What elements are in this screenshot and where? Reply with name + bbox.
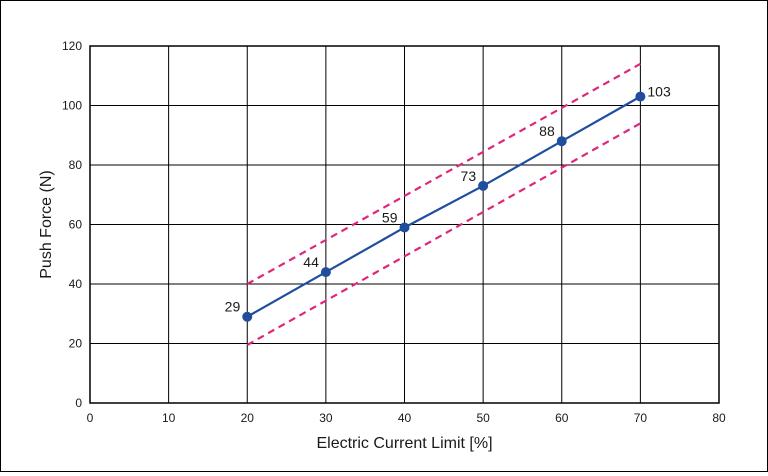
tolerance-lines: [246, 62, 641, 346]
y-axis-title: Push Force (N): [38, 170, 55, 278]
tolerance-line-upper: [246, 62, 641, 285]
tick-labels: 0 10 20 30 40 50 60 70 80 0 20 40 60 80 100 120: [62, 39, 726, 425]
x-tick-label: 60: [555, 411, 569, 425]
x-tick-label: 70: [634, 411, 648, 425]
x-tick-label: 50: [476, 411, 490, 425]
y-tick-label: 120: [62, 39, 82, 53]
y-tick-label: 20: [69, 337, 83, 351]
x-tick-label: 30: [319, 411, 333, 425]
y-tick-label: 80: [69, 158, 83, 172]
x-tick-label: 0: [87, 411, 94, 425]
series-line: [246, 95, 641, 318]
tolerance-line-lower: [246, 122, 641, 346]
x-tick-label: 20: [241, 411, 255, 425]
x-tick-label: 40: [398, 411, 412, 425]
data-point: [320, 267, 331, 278]
x-tick-label: 10: [162, 411, 176, 425]
data-label: 103: [647, 84, 671, 100]
data-label: 88: [539, 123, 555, 139]
data-label: 59: [382, 209, 398, 225]
y-tick-label: 0: [75, 396, 82, 410]
data-point: [399, 222, 410, 233]
data-point: [635, 91, 646, 102]
data-label: 44: [303, 254, 319, 270]
data-label: 29: [225, 299, 241, 315]
data-label: 73: [461, 168, 477, 184]
y-tick-label: 60: [69, 218, 83, 232]
data-series: [242, 91, 646, 322]
y-tick-label: 40: [69, 277, 83, 291]
x-axis-title: Electric Current Limit [%]: [316, 435, 492, 452]
data-point: [242, 311, 253, 322]
data-point: [556, 136, 567, 147]
plot-border: [89, 45, 720, 404]
data-point: [478, 180, 489, 191]
y-tick-label: 100: [62, 99, 82, 113]
data-labels: 29 44 59 73 88 103: [225, 84, 671, 315]
x-tick-label: 80: [712, 411, 726, 425]
